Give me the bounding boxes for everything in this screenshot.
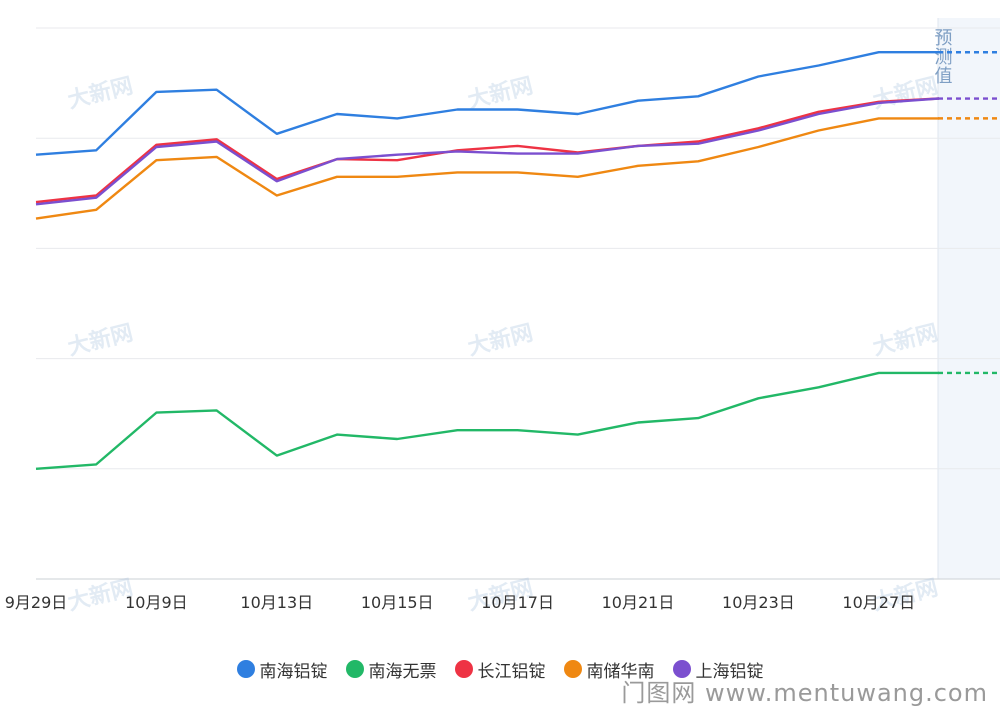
chart-legend: 南海铝锭 南海无票 长江铝锭 南储华南 上海铝锭: [0, 654, 1000, 684]
legend-item[interactable]: 上海铝锭: [672, 657, 764, 682]
watermark-text: 大新网: [65, 320, 135, 361]
legend-item[interactable]: 南储华南: [563, 657, 655, 682]
watermark-text: 大新网: [65, 73, 135, 114]
x-tick-label: 10月23日: [722, 593, 795, 612]
x-tick-label: 10月17日: [481, 593, 554, 612]
legend-marker: [454, 660, 473, 678]
x-tick-label: 9月29日: [5, 593, 68, 612]
legend-marker: [563, 660, 582, 678]
legend-label: 长江铝锭: [477, 661, 546, 682]
series-line[interactable]: [35, 371, 939, 470]
watermark-text: 大新网: [465, 73, 535, 114]
forecast-lines: [938, 51, 1000, 375]
legend-label: 南海铝锭: [259, 661, 328, 682]
legend-label: 南海无票: [368, 661, 437, 682]
x-axis-labels: 9月29日 10月9日 10月13日 10月15日 10月17日 10月21日 10月23日…: [5, 593, 915, 612]
legend-label: 南储华南: [586, 661, 655, 682]
watermark-text: 大新网: [870, 320, 940, 361]
series-lines: [35, 51, 940, 470]
legend-marker: [236, 660, 255, 678]
forecast-band: [938, 18, 1000, 579]
forecast-region: 预测值: [932, 18, 1000, 579]
legend-marker: [345, 660, 364, 678]
legend-label: 上海铝锭: [695, 661, 764, 682]
x-tick-label: 10月13日: [240, 593, 313, 612]
series-line[interactable]: [35, 97, 940, 204]
x-tick-label: 10月9日: [125, 593, 188, 612]
series-line[interactable]: [35, 117, 939, 220]
series-line[interactable]: [35, 97, 940, 206]
legend-item[interactable]: 南海铝锭: [236, 657, 328, 682]
site-watermark: 门图网 www.mentuwang.com: [621, 679, 988, 707]
watermark-text: 大新网: [870, 73, 940, 114]
series-line[interactable]: [35, 51, 939, 156]
grid-lines: [36, 27, 1000, 580]
x-tick-label: 10月15日: [361, 593, 434, 612]
watermark-text: 大新网: [465, 320, 535, 361]
x-tick-label: 10月27日: [842, 593, 915, 612]
legend-marker: [672, 660, 691, 678]
forecast-label: 预测值: [932, 28, 953, 85]
x-tick-label: 10月21日: [602, 593, 675, 612]
legend-item[interactable]: 南海无票: [345, 657, 437, 682]
legend-item[interactable]: 长江铝锭: [454, 657, 546, 682]
